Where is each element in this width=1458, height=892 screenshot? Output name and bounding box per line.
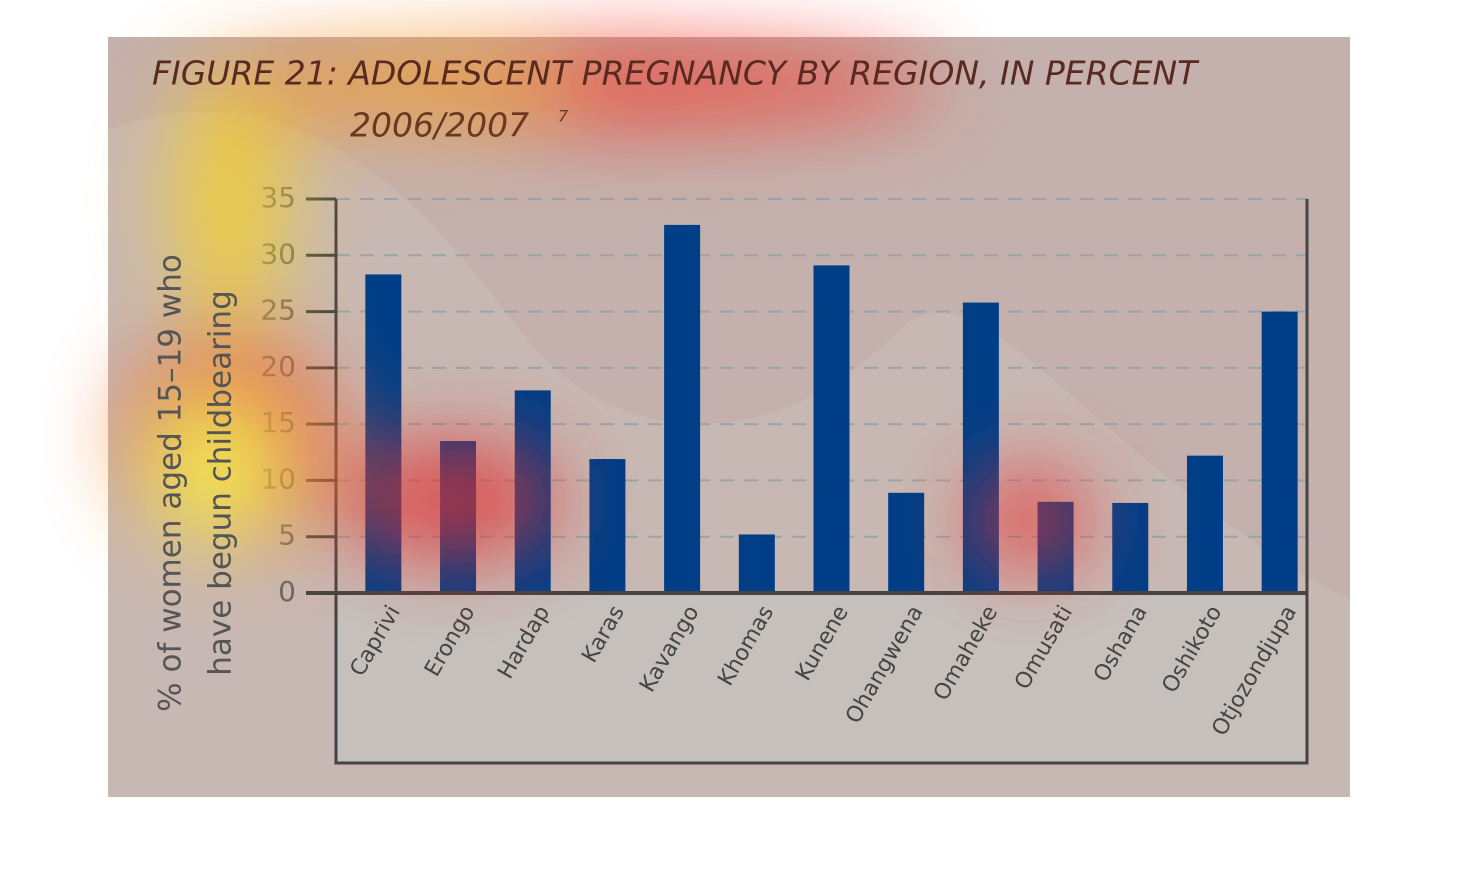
title-note: 7 bbox=[558, 107, 569, 126]
y-tick-label: 0 bbox=[278, 575, 296, 608]
bar bbox=[1261, 311, 1298, 593]
bar bbox=[664, 224, 701, 594]
bar bbox=[813, 265, 850, 593]
bar bbox=[738, 534, 775, 593]
y-axis-label: % of women aged 15–19 who bbox=[153, 254, 189, 712]
chart-subtitle: 2006/2007 bbox=[350, 106, 529, 145]
bar bbox=[1186, 455, 1223, 593]
y-axis-label: have begun childbearing bbox=[203, 290, 239, 676]
bar bbox=[1112, 502, 1149, 593]
chart-title: FIGURE 21: ADOLESCENT PREGNANCY BY REGIO… bbox=[152, 54, 1200, 93]
bar bbox=[888, 492, 925, 593]
label-box bbox=[334, 591, 1309, 765]
bar bbox=[589, 459, 626, 593]
heatmap-overlay bbox=[120, 40, 1090, 570]
